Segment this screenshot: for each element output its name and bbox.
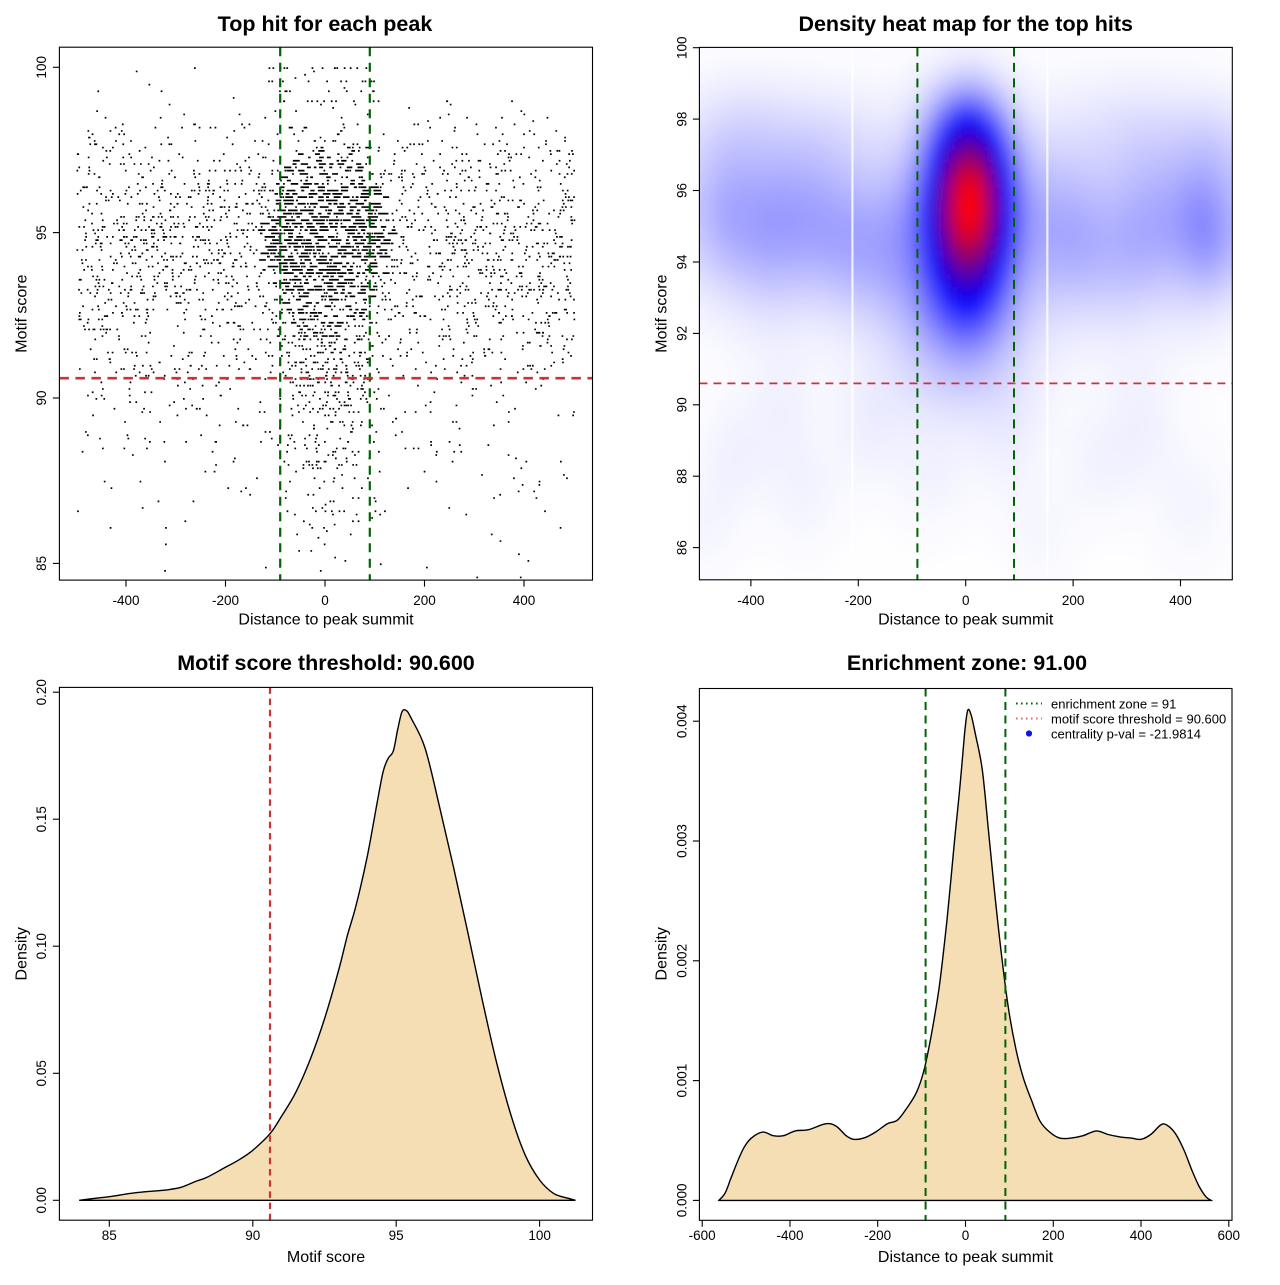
svg-text:0.15: 0.15 — [34, 806, 49, 832]
svg-text:0: 0 — [321, 593, 329, 608]
svg-text:0.002: 0.002 — [675, 944, 690, 978]
svg-text:98: 98 — [675, 112, 690, 127]
svg-text:85: 85 — [34, 556, 49, 571]
svg-text:86: 86 — [675, 540, 690, 555]
svg-text:95: 95 — [34, 225, 49, 240]
svg-text:0: 0 — [962, 593, 970, 608]
svg-text:Top hit for each peak: Top hit for each peak — [218, 12, 433, 36]
svg-text:Motif score: Motif score — [14, 274, 31, 352]
svg-text:Motif score: Motif score — [654, 274, 671, 352]
svg-text:-200: -200 — [212, 593, 239, 608]
svg-text:Distance to peak summit: Distance to peak summit — [238, 612, 414, 629]
svg-text:enrichment zone = 91: enrichment zone = 91 — [1051, 697, 1176, 712]
svg-text:90: 90 — [245, 1228, 260, 1243]
svg-text:0.05: 0.05 — [34, 1060, 49, 1086]
svg-text:100: 100 — [528, 1228, 551, 1243]
svg-text:85: 85 — [102, 1228, 117, 1243]
svg-text:Density: Density — [14, 927, 31, 980]
svg-text:Distance to peak summit: Distance to peak summit — [878, 1249, 1054, 1266]
svg-text:88: 88 — [675, 469, 690, 484]
svg-text:0.001: 0.001 — [675, 1064, 690, 1098]
svg-text:Distance to peak summit: Distance to peak summit — [878, 612, 1054, 629]
svg-text:100: 100 — [34, 56, 49, 79]
svg-text:-400: -400 — [776, 1228, 803, 1243]
svg-text:96: 96 — [675, 183, 690, 198]
svg-text:0.20: 0.20 — [34, 679, 49, 705]
svg-text:0.003: 0.003 — [675, 824, 690, 858]
svg-text:Motif score: Motif score — [287, 1249, 365, 1266]
svg-text:0.10: 0.10 — [34, 933, 49, 959]
svg-text:centrality p-val = -21.9814: centrality p-val = -21.9814 — [1051, 727, 1201, 742]
svg-text:92: 92 — [675, 326, 690, 341]
svg-text:-200: -200 — [845, 593, 872, 608]
svg-text:0.000: 0.000 — [675, 1184, 690, 1218]
svg-text:0.00: 0.00 — [34, 1187, 49, 1213]
svg-text:Density heat map for the top h: Density heat map for the top hits — [798, 12, 1133, 36]
svg-text:-200: -200 — [864, 1228, 891, 1243]
svg-text:-400: -400 — [112, 593, 139, 608]
svg-text:motif score threshold = 90.600: motif score threshold = 90.600 — [1051, 712, 1226, 727]
svg-text:100: 100 — [675, 36, 690, 59]
svg-text:90: 90 — [34, 390, 49, 405]
svg-text:400: 400 — [513, 593, 536, 608]
svg-text:-600: -600 — [689, 1228, 716, 1243]
svg-text:Enrichment zone: 91.00: Enrichment zone: 91.00 — [847, 651, 1087, 675]
svg-text:90: 90 — [675, 397, 690, 412]
svg-text:Motif score threshold: 90.600: Motif score threshold: 90.600 — [177, 651, 475, 675]
svg-text:0.004: 0.004 — [675, 704, 690, 738]
svg-text:94: 94 — [675, 254, 690, 270]
svg-text:200: 200 — [413, 593, 436, 608]
svg-text:Density: Density — [654, 927, 671, 980]
svg-text:0: 0 — [962, 1228, 970, 1243]
svg-text:-400: -400 — [737, 593, 764, 608]
svg-text:400: 400 — [1130, 1228, 1153, 1243]
svg-text:95: 95 — [389, 1228, 404, 1243]
svg-text:200: 200 — [1062, 593, 1085, 608]
svg-text:400: 400 — [1169, 593, 1192, 608]
svg-text:200: 200 — [1042, 1228, 1065, 1243]
svg-text:600: 600 — [1218, 1228, 1241, 1243]
